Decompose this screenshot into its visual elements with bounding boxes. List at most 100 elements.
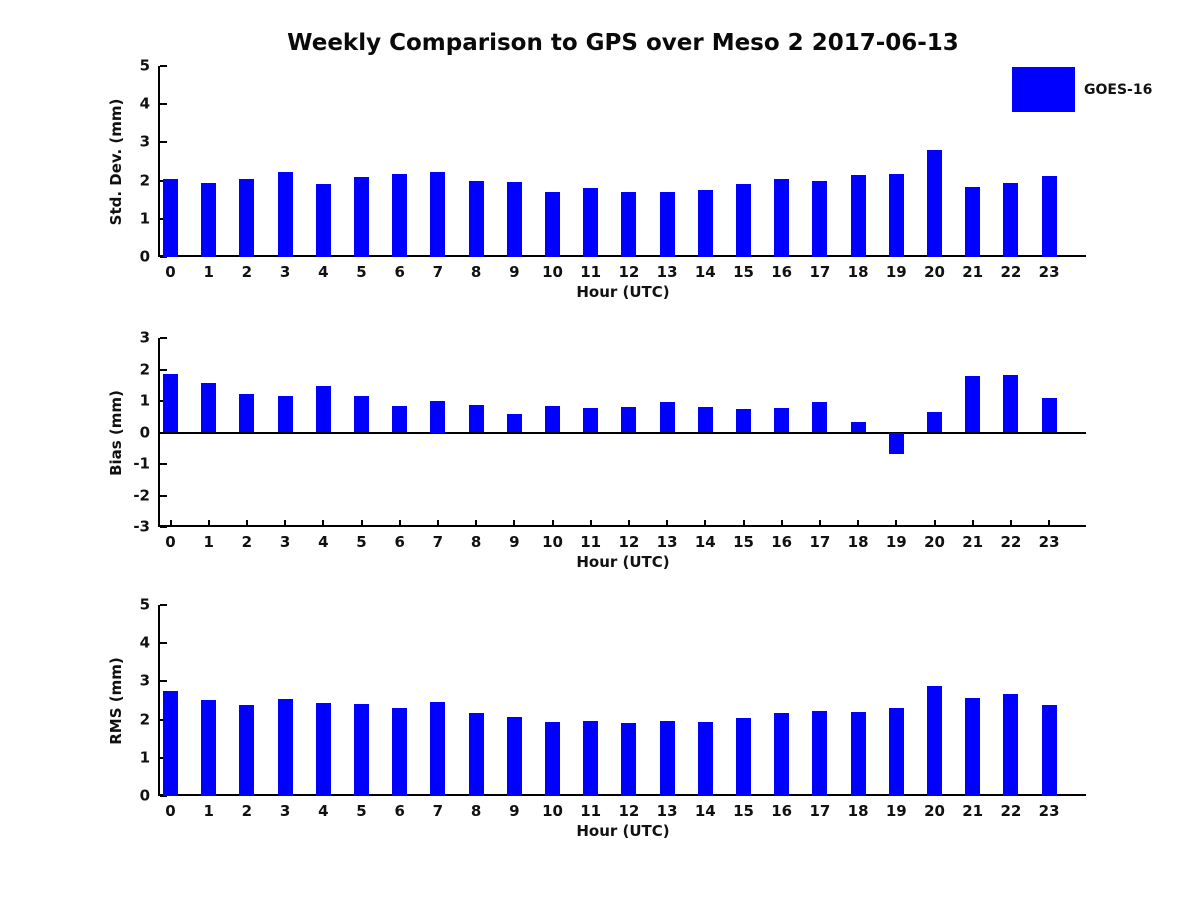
bar	[163, 690, 178, 796]
rms-plot-area: 0 1 2 3 4 5 0 1 2 3 4 5 6 7 8 9 10 11 12 13 14 15 16 17 18 19 20 21…	[140, 597, 1086, 819]
bar	[277, 171, 293, 257]
y-tick-label: 3	[139, 132, 150, 151]
y-tick-mark	[160, 463, 167, 465]
bar	[697, 189, 713, 257]
rms-x-axis-label: Hour (UTC)	[576, 822, 670, 840]
y-tick-label: 4	[139, 94, 150, 113]
x-tick-label: 13	[656, 533, 678, 551]
stddev-plot-area: 0 1 2 3 4 5 0 1 2 3 4 5 6 7 8 9 10 11 12 13 14 15 16 17 18 19 20 21…	[140, 58, 1086, 280]
x-tick-label: 14	[694, 802, 716, 820]
x-tick-label: 19	[885, 533, 907, 551]
x-tick-mark	[207, 520, 210, 527]
x-tick-label: 18	[847, 263, 869, 281]
y-tick-mark	[160, 642, 167, 645]
bar	[736, 184, 751, 257]
y-tick-label: 3	[139, 671, 150, 690]
bar	[812, 401, 828, 433]
stddev-y-axis-label: Std. Dev. (mm)	[107, 98, 125, 225]
bar	[927, 412, 942, 433]
x-tick-label: 7	[432, 533, 444, 551]
y-tick-mark	[160, 103, 167, 106]
bias-chart: Bias (mm) -3 -2 -1 0 1 2 3 0 1 2 3 4 5 6 7 8 9 10 11 12 13 14…	[107, 330, 1086, 570]
y-tick-mark	[160, 431, 167, 434]
legend: GOES-16	[1012, 67, 1152, 112]
x-tick-mark	[169, 520, 172, 527]
x-tick-mark	[551, 520, 554, 527]
x-tick-label: 7	[432, 802, 444, 820]
bar	[774, 407, 790, 433]
bar	[201, 699, 217, 796]
bar	[850, 174, 866, 257]
x-tick-label: 0	[165, 263, 176, 281]
x-tick-mark	[704, 520, 707, 527]
x-tick-label: 12	[618, 533, 640, 551]
bar	[315, 385, 331, 433]
y-tick-mark	[160, 368, 167, 371]
x-tick-label: 8	[470, 263, 482, 281]
x-tick-label: 4	[318, 533, 329, 551]
y-tick-label: 5	[139, 56, 150, 75]
x-tick-label: 16	[771, 802, 793, 820]
x-tick-label: 13	[656, 263, 678, 281]
x-tick-label: 6	[394, 533, 405, 551]
y-tick-label: -2	[133, 486, 150, 504]
y-tick-mark	[160, 526, 167, 528]
x-tick-label: 15	[733, 533, 754, 551]
x-tick-label: 15	[733, 263, 754, 281]
stddev-chart: Std. Dev. (mm) 0 1 2 3 4 5 0 1 2 3 4 5 6 7 8 9 10 11 12 13 1…	[107, 58, 1086, 300]
bar	[201, 382, 217, 433]
bias-y-axis-label: Bias (mm)	[107, 389, 125, 476]
x-tick-label: 7	[432, 263, 444, 281]
y-tick-mark	[160, 795, 167, 797]
x-tick-label: 6	[394, 263, 405, 281]
y-tick-label: 1	[139, 209, 150, 228]
bar	[850, 422, 866, 433]
y-axis-spine	[158, 66, 160, 257]
bar	[1003, 694, 1019, 796]
legend-swatch-goes16	[1012, 67, 1075, 112]
x-tick-mark	[475, 520, 478, 527]
bar	[468, 180, 484, 257]
bar	[965, 698, 981, 796]
bar	[277, 698, 293, 796]
x-tick-label: 21	[962, 533, 984, 551]
x-tick-label: 5	[356, 802, 367, 820]
bar	[430, 171, 446, 257]
bar	[354, 176, 369, 257]
bar	[1041, 397, 1057, 433]
x-tick-label: 22	[1000, 802, 1022, 820]
zero-axis-line	[158, 431, 1086, 434]
x-tick-mark	[1009, 520, 1012, 527]
bar	[965, 375, 981, 433]
x-tick-label: 3	[279, 802, 291, 820]
x-tick-label: 10	[542, 802, 563, 820]
x-tick-label: 18	[847, 533, 869, 551]
bar	[354, 703, 369, 796]
bias-plot-area: -3 -2 -1 0 1 2 3 0 1 2 3 4 5 6 7 8 9 10 11 12 13 14 15 16 17 18 19…	[133, 330, 1086, 550]
x-tick-label: 17	[809, 263, 831, 281]
x-tick-mark	[589, 520, 592, 527]
x-tick-label: 21	[962, 802, 984, 820]
x-tick-mark	[513, 520, 516, 527]
y-tick-mark	[160, 337, 167, 339]
y-tick-mark	[160, 65, 167, 67]
y-tick-mark	[160, 604, 167, 606]
x-tick-label: 0	[165, 802, 176, 820]
y-tick-label: -1	[133, 454, 150, 473]
x-tick-label: 19	[885, 263, 907, 281]
x-tick-label: 1	[203, 802, 214, 820]
bar	[583, 188, 599, 257]
x-tick-label: 12	[618, 263, 640, 281]
legend-label-goes16: GOES-16	[1084, 81, 1153, 98]
y-tick-label: 0	[139, 247, 150, 266]
x-tick-mark	[398, 520, 401, 527]
x-tick-label: 1	[203, 533, 214, 551]
bar	[506, 181, 522, 257]
x-tick-label: 10	[542, 263, 563, 281]
x-tick-label: 19	[885, 802, 907, 820]
bar	[468, 404, 484, 433]
x-tick-label: 3	[279, 263, 291, 281]
x-tick-label: 6	[394, 802, 405, 820]
bar	[659, 401, 675, 433]
bar	[354, 395, 369, 433]
